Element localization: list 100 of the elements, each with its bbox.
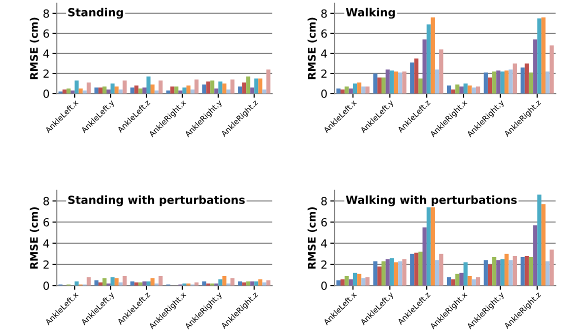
bar	[242, 82, 246, 94]
bar	[226, 283, 230, 286]
bar	[504, 254, 509, 286]
y-tick-label: 2	[44, 69, 49, 78]
bar	[410, 62, 414, 94]
bar	[66, 88, 71, 94]
bar	[110, 84, 115, 94]
bar	[512, 63, 517, 94]
bar	[70, 90, 75, 94]
bar	[446, 277, 452, 286]
bar	[524, 256, 529, 286]
bar	[528, 72, 534, 94]
bar	[74, 80, 79, 94]
bar	[524, 63, 529, 94]
bar	[94, 280, 98, 286]
bar	[398, 72, 402, 94]
bar	[98, 88, 102, 94]
bar	[373, 73, 378, 94]
bar	[426, 24, 431, 94]
bar	[106, 283, 111, 286]
bar	[520, 257, 525, 286]
bar	[357, 274, 362, 286]
bar	[190, 90, 195, 94]
bar	[410, 254, 414, 286]
bar	[508, 69, 513, 94]
chart-title: Walking with perturbations	[346, 195, 517, 206]
bar	[218, 279, 222, 286]
bar	[476, 277, 480, 286]
bar	[202, 84, 206, 94]
bar	[206, 81, 210, 94]
bar	[533, 39, 538, 94]
bar	[182, 283, 186, 286]
bar	[430, 207, 435, 286]
bar	[472, 88, 476, 94]
bar	[150, 278, 155, 286]
bar	[414, 252, 418, 286]
bar	[214, 88, 218, 94]
bar	[352, 84, 358, 94]
bar	[541, 17, 546, 94]
bar	[138, 88, 142, 94]
bar	[446, 86, 452, 94]
bar	[459, 86, 464, 94]
bar	[550, 45, 554, 94]
bar	[504, 70, 509, 94]
bar	[182, 88, 186, 94]
bar	[82, 90, 87, 94]
bar	[508, 260, 513, 286]
bar	[464, 262, 468, 286]
bar	[365, 86, 370, 94]
bar	[214, 283, 218, 286]
bar	[238, 86, 242, 94]
bar	[186, 283, 190, 286]
bar	[170, 86, 174, 94]
bar	[134, 86, 138, 94]
bar	[537, 18, 542, 94]
bar	[250, 88, 254, 94]
bar	[118, 90, 123, 94]
bar	[102, 86, 107, 94]
bar	[492, 257, 496, 286]
bar	[154, 283, 159, 286]
bar	[451, 90, 456, 94]
bar	[377, 266, 382, 286]
y-tick-label: 2	[321, 260, 326, 269]
bar	[394, 71, 398, 94]
bar	[122, 276, 127, 286]
bar	[86, 82, 91, 94]
bar	[520, 67, 525, 94]
bar	[158, 276, 163, 286]
bar	[114, 86, 119, 94]
bar	[537, 194, 542, 286]
bar	[459, 272, 464, 286]
bar	[430, 17, 435, 94]
bar	[348, 279, 353, 286]
bar	[402, 259, 406, 286]
y-tick-label: 6	[321, 218, 327, 226]
chart-title: Standing with perturbations	[68, 195, 245, 206]
bar	[78, 88, 83, 94]
bar	[86, 277, 91, 286]
y-axis-title: RMSE (cm)	[308, 207, 317, 269]
bar	[390, 258, 394, 286]
bar	[340, 279, 345, 286]
y-tick-label: 8	[43, 9, 49, 18]
bar	[336, 88, 341, 94]
bar	[541, 204, 546, 286]
bar	[114, 278, 119, 286]
bar	[258, 279, 262, 286]
y-tick-label: 4	[321, 50, 327, 58]
bar	[390, 70, 394, 94]
bar	[512, 256, 517, 286]
bar	[377, 77, 382, 94]
bar	[194, 282, 199, 286]
bar	[382, 261, 386, 286]
bar	[254, 281, 258, 286]
bar	[242, 282, 246, 286]
y-tick-label: 6	[43, 29, 50, 38]
bar	[472, 279, 476, 286]
bar	[238, 281, 242, 286]
bar	[222, 276, 226, 286]
bar	[492, 71, 496, 94]
bar	[484, 260, 488, 286]
